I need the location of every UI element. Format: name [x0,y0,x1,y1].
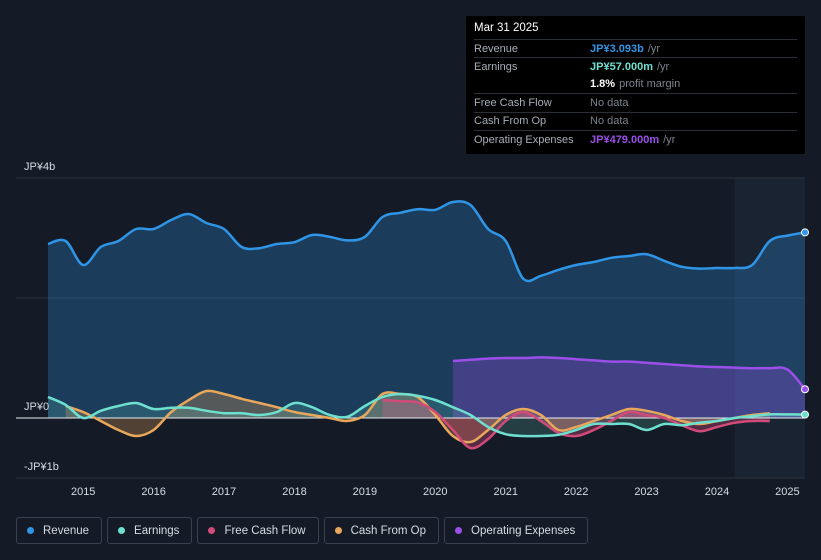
earnings-area [48,393,805,437]
chart-legend: Revenue Earnings Free Cash Flow Cash Fro… [16,517,589,544]
tooltip-earnings-unit: /yr [657,61,670,74]
legend-cfo-label: Cash From Op [350,524,427,537]
legend-earnings-label: Earnings [134,524,180,537]
fcf-line [382,398,770,450]
tooltip-fcf-label: Free Cash Flow [474,96,552,109]
forecast-shade [734,178,805,478]
tooltip-row-revenue: Revenue JP¥3.093b /yr [474,40,797,59]
opex-end-marker [801,385,809,394]
tooltip-revenue-unit: /yr [647,42,661,55]
x-axis-ticks: 2015 2016 2017 2018 2019 2020 2021 2022 2023 2024… [71,486,800,498]
opex-area [452,357,805,418]
tooltip-opex-unit: /yr [663,133,676,146]
x-tick-label: 2021 [493,486,517,498]
revenue-end-marker [801,228,809,237]
y-tick-label-top: JP¥4b [24,161,55,173]
tooltip-row-cfo: Cash From Op No data [474,113,797,131]
revenue-dot-icon [27,527,34,534]
x-tick-label: 2019 [353,486,377,498]
tooltip-row-margin: 1.8% profit margin [474,76,797,95]
tooltip-row-earnings: Earnings JP¥57.000m /yr [474,58,797,75]
legend-revenue[interactable]: Revenue [16,517,103,544]
y-tick-label-zero: JP¥0 [24,401,49,413]
cfo-dot-icon [334,527,342,534]
opex-line [452,356,806,391]
tooltip-earnings-value: JP¥57.000m [590,61,653,74]
earnings-dot-icon [118,527,126,534]
x-tick-label: 2022 [564,486,588,498]
tooltip-margin-value: 1.8% [590,78,616,91]
earnings-end-marker [801,410,809,419]
tooltip-opex-label: Operating Expenses [474,133,574,146]
x-tick-label: 2015 [71,486,95,498]
tooltip-row-fcf: Free Cash Flow No data [474,94,797,113]
legend-cfo[interactable]: Cash From Op [323,517,440,544]
fcf-dot-icon [208,527,216,534]
tooltip-date: Mar 31 2025 [474,22,797,40]
series-end-markers [801,228,809,419]
x-tick-label: 2024 [705,486,729,498]
revenue-area [48,201,805,418]
legend-opex[interactable]: Operating Expenses [444,517,589,544]
legend-fcf-label: Free Cash Flow [224,524,306,537]
revenue-line [47,200,806,283]
tooltip-earnings-label: Earnings [474,61,518,74]
tooltip-cfo-label: Cash From Op [474,115,547,128]
x-tick-label: 2025 [775,486,799,498]
tooltip-row-opex: Operating Expenses JP¥479.000m /yr [474,131,797,148]
x-tick-label: 2020 [423,486,447,498]
tooltip-cfo-value: No data [590,115,629,128]
tooltip-revenue-label: Revenue [474,42,519,55]
data-tooltip: Mar 31 2025 Revenue JP¥3.093b /yr Earnin… [466,16,805,154]
earnings-line [47,392,806,438]
tooltip-fcf-value: No data [590,96,629,109]
x-tick-label: 2017 [212,486,236,498]
cfo-area [65,390,770,443]
legend-earnings[interactable]: Earnings [107,517,193,544]
series-lines [47,200,806,450]
legend-fcf[interactable]: Free Cash Flow [197,517,319,544]
tooltip-revenue-value: JP¥3.093b [590,42,644,55]
opex-dot-icon [455,527,463,534]
x-tick-label: 2023 [634,486,658,498]
legend-revenue-label: Revenue [43,524,90,537]
y-tick-label-bottom: -JP¥1b [24,461,59,473]
tooltip-opex-value: JP¥479.000m [590,133,660,146]
legend-opex-label: Operating Expenses [471,524,576,537]
x-tick-label: 2016 [141,486,165,498]
x-tick-label: 2018 [282,486,306,498]
tooltip-margin-text: profit margin [619,78,681,91]
series-areas [48,201,805,449]
